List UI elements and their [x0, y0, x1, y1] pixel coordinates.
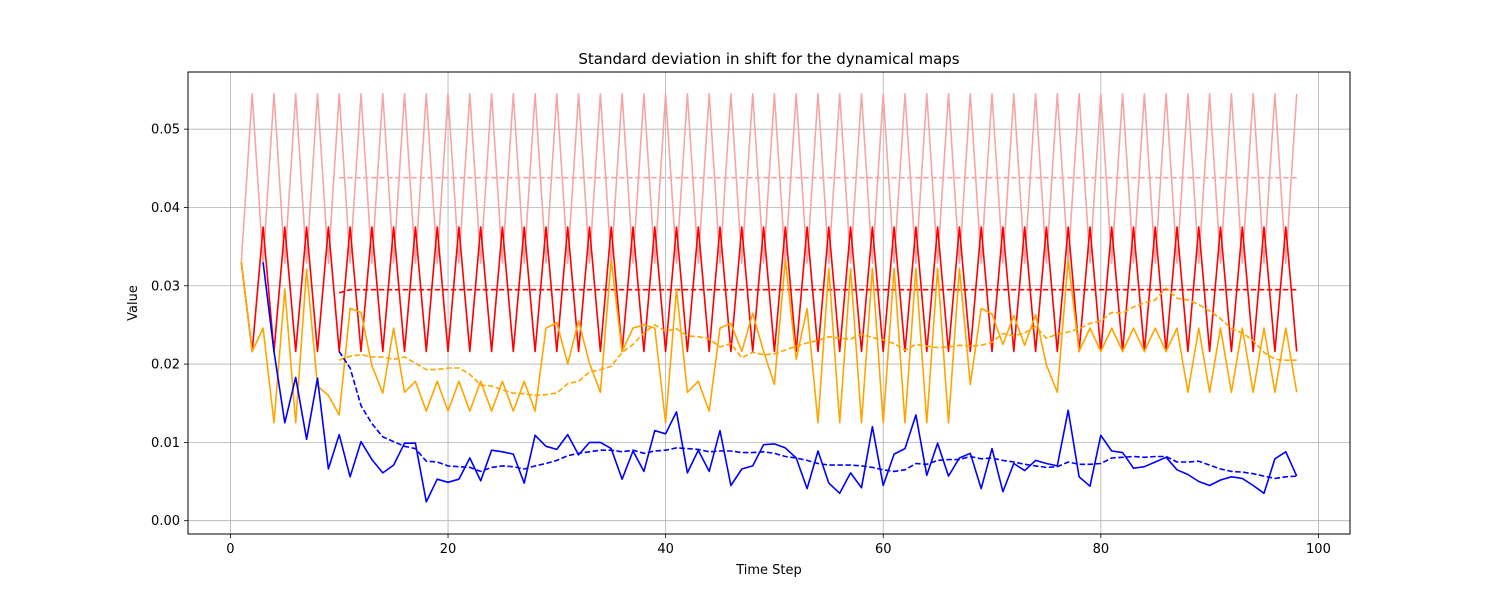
grid-lines [188, 72, 1350, 534]
data-series [240, 93, 1298, 503]
series-line-7 [338, 351, 1297, 480]
y-tick-label: 0.02 [151, 358, 180, 373]
x-tick-label: 40 [657, 542, 674, 557]
series-line-6 [262, 262, 1298, 503]
chart-title: Standard deviation in shift for the dyna… [578, 50, 959, 68]
series-line-0 [240, 93, 1298, 264]
y-tick-label: 0.03 [151, 279, 180, 294]
x-axis-label: Time Step [735, 563, 802, 578]
axis-ticks: 0 20 40 60 80 100 0.00 0.01 0.02 0.03 0.04 0.05 [151, 123, 1331, 557]
y-tick-label: 0.01 [151, 436, 180, 451]
y-axis-label: Value [126, 285, 141, 321]
y-tick-label: 0.04 [151, 201, 180, 216]
y-tick-label: 0.05 [151, 123, 180, 138]
x-tick-label: 20 [440, 542, 457, 557]
series-line-2 [240, 226, 1298, 353]
series-line-3 [338, 288, 1297, 294]
x-tick-label: 80 [1093, 542, 1110, 557]
plot-area-frame [187, 71, 1351, 535]
x-tick-label: 0 [226, 542, 234, 557]
y-tick-label: 0.00 [151, 514, 180, 529]
series-line-5 [338, 287, 1297, 397]
x-tick-label: 100 [1306, 542, 1331, 557]
series-line-4 [240, 259, 1298, 424]
x-tick-label: 60 [875, 542, 892, 557]
